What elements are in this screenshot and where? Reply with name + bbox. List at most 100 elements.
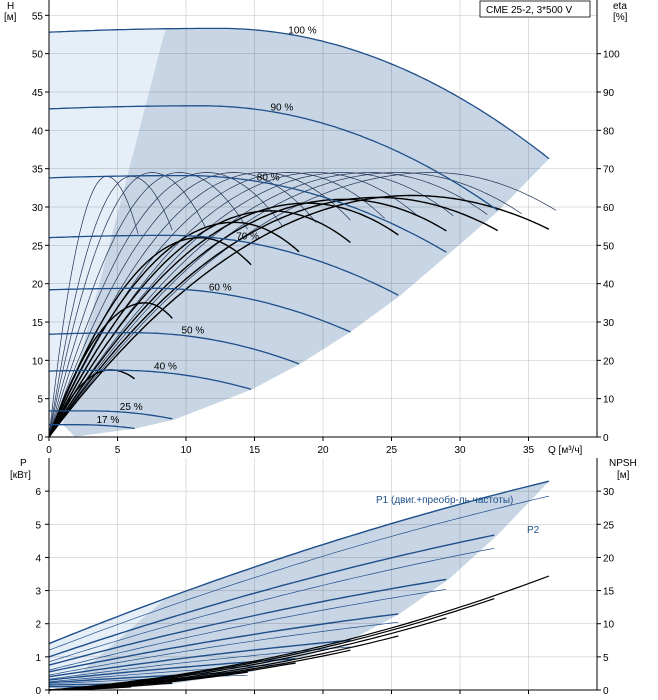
p1-series-label: P1 (двиг.+преобр-ль частоты) xyxy=(376,494,513,506)
eta-tick-label: 70 xyxy=(603,165,615,176)
eta-tick-label: 60 xyxy=(603,203,615,214)
p-tick-label: 0 xyxy=(35,686,41,697)
p1-curve xyxy=(48,639,351,678)
h-tick-label: 55 xyxy=(32,11,44,22)
x-tick-label: 5 xyxy=(115,445,121,456)
top-operating-region xyxy=(62,28,550,437)
title-box xyxy=(479,0,591,18)
top-ticks: 0 5 10 15 20 25 30 35 0 5 10 15 20 25 30 35 40 45 50 55 0 10 2… xyxy=(32,11,620,456)
p-axis-unit: [кВт] xyxy=(10,470,31,481)
eta-tick-label: 30 xyxy=(603,318,615,329)
p-tick-label: 5 xyxy=(35,520,41,531)
p-tick-label: 4 xyxy=(35,553,41,564)
p-axis-label: P xyxy=(20,458,27,469)
h-tick-label: 35 xyxy=(32,165,44,176)
npsh-tick-label: 25 xyxy=(603,520,615,531)
bottom-ticks: 0 1 2 3 4 5 6 0 5 10 15 20 25 30 xyxy=(35,487,614,697)
speed-curve xyxy=(48,369,252,390)
p-tick-label: 1 xyxy=(35,653,41,664)
eta-tick-label: 50 xyxy=(603,241,615,252)
eta-tick-label: 100 xyxy=(603,50,620,61)
thin-efficiency-curve xyxy=(48,172,283,438)
p1-curve xyxy=(48,534,495,658)
speed-curve xyxy=(48,287,351,333)
speed-curve xyxy=(49,410,173,420)
h-tick-label: 20 xyxy=(32,280,44,291)
eta-tick-label: 10 xyxy=(603,395,615,406)
speed-label: 90 % xyxy=(271,102,294,113)
npsh-curves xyxy=(48,575,550,691)
h-tick-label: 45 xyxy=(32,88,44,99)
eta-tick-label: 20 xyxy=(603,356,615,367)
speed-curve xyxy=(48,174,447,253)
speed-curves xyxy=(48,27,550,430)
efficiency-curve xyxy=(48,210,351,438)
p2-series-label: P2 xyxy=(527,525,540,536)
speed-curve xyxy=(48,27,550,160)
speed-label: 17 % xyxy=(97,415,120,426)
p1-curve xyxy=(48,613,399,673)
npsh-curve xyxy=(48,617,447,691)
npsh-tick-label: 15 xyxy=(603,587,615,598)
efficiency-curve xyxy=(48,198,447,438)
p2-curve xyxy=(48,588,447,671)
thin-efficiency-curve xyxy=(48,175,173,438)
speed-label: 25 % xyxy=(120,402,143,413)
efficiency-curve xyxy=(48,221,300,438)
bottom-grid xyxy=(48,458,597,691)
head-chart: 100 % 90 % 80 % 70 % 60 % 50 % 40 % 25 %17 % 0 5… xyxy=(4,0,628,456)
efficiency-curve xyxy=(48,202,399,438)
p2-curve xyxy=(48,495,550,651)
speed-label: 40 % xyxy=(154,362,177,373)
h-tick-label: 40 xyxy=(32,126,44,137)
speed-curve-labels: 100 % 90 % 80 % 70 % 60 % 50 % 40 % 25 %17 % xyxy=(97,26,317,426)
speed-curve xyxy=(48,105,499,211)
power-chart: 0 1 2 3 4 5 6 0 5 10 15 20 25 30 P [кВт] NPSH [м] P1 … xyxy=(10,458,637,697)
npsh-tick-label: 10 xyxy=(603,620,615,631)
speed-curve xyxy=(48,332,300,365)
p-tick-label: 2 xyxy=(35,620,41,631)
p1-curve xyxy=(48,480,550,645)
npsh-tick-label: 20 xyxy=(603,553,615,564)
eta-tick-label: 0 xyxy=(603,433,609,444)
efficiency-curve xyxy=(48,194,550,438)
npsh-tick-label: 5 xyxy=(603,653,609,664)
h-axis-unit: [м] xyxy=(4,12,17,23)
x-tick-label: 15 xyxy=(249,445,261,456)
speed-label: 100 % xyxy=(288,26,316,37)
top-extended-region xyxy=(49,28,166,425)
x-tick-label: 10 xyxy=(180,445,192,456)
npsh-axis-label: NPSH xyxy=(609,458,637,469)
p1-curve xyxy=(48,578,447,666)
q-axis-label: Q [м³/ч] xyxy=(548,445,583,456)
h-tick-label: 25 xyxy=(32,241,44,252)
p-tick-label: 3 xyxy=(35,587,41,598)
npsh-curve xyxy=(48,575,550,691)
eta-axis-label: eta xyxy=(613,1,627,12)
speed-curve xyxy=(49,424,135,430)
x-tick-label: 20 xyxy=(317,445,329,456)
x-tick-label: 0 xyxy=(46,445,52,456)
eta-axis-unit: [%] xyxy=(613,12,628,23)
h-axis-label: H xyxy=(7,1,14,12)
h-tick-label: 0 xyxy=(37,433,43,444)
h-tick-label: 30 xyxy=(32,203,44,214)
chart-title: CME 25-2, 3*500 V xyxy=(486,5,572,16)
thin-efficiency-curve xyxy=(48,172,207,438)
speed-curve xyxy=(48,234,399,296)
thin-efficiency-curve xyxy=(48,172,248,438)
h-tick-label: 5 xyxy=(37,395,43,406)
x-tick-label: 30 xyxy=(454,445,466,456)
efficiency-curve xyxy=(48,236,252,438)
h-tick-label: 10 xyxy=(32,356,44,367)
x-tick-label: 25 xyxy=(386,445,398,456)
x-tick-label: 35 xyxy=(523,445,535,456)
thin-efficiency-curve xyxy=(48,172,522,438)
npsh-tick-label: 0 xyxy=(603,686,609,697)
h-tick-label: 15 xyxy=(32,318,44,329)
eta-tick-label: 90 xyxy=(603,88,615,99)
p2-curve xyxy=(48,547,495,663)
speed-label: 50 % xyxy=(181,326,204,337)
efficiency-curves xyxy=(48,194,550,438)
